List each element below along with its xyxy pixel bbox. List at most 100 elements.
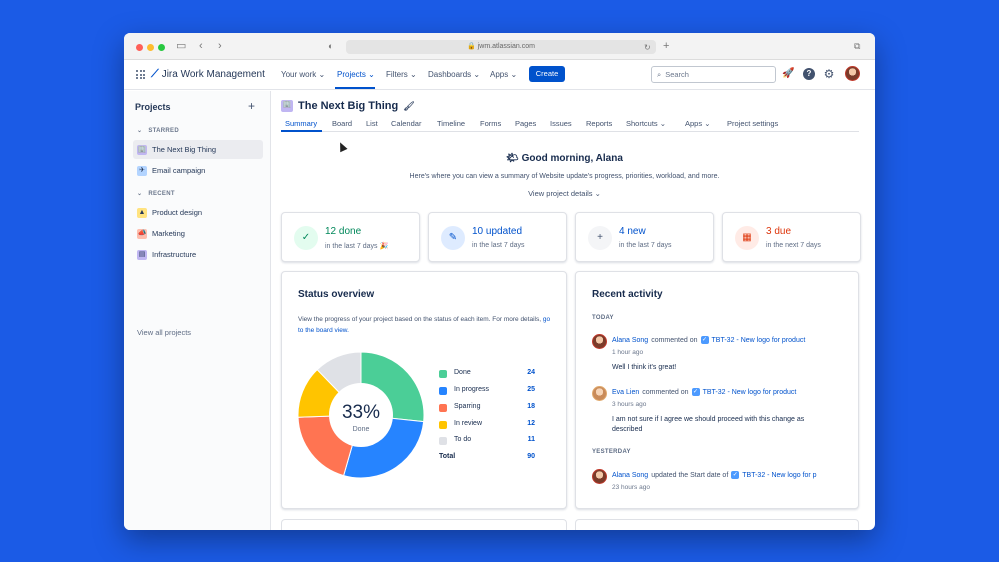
today-label: TODAY (592, 315, 614, 321)
sidebar-toggle-icon[interactable]: ▭ (176, 40, 187, 52)
product-logo[interactable]: ⟋ Jira Work Management (151, 68, 265, 81)
nav-active-indicator (335, 87, 375, 89)
search-input[interactable]: ⌕ Search (651, 66, 776, 83)
close-window-button[interactable] (136, 44, 143, 51)
jira-logo-icon: ⟋ (151, 68, 159, 80)
nav-filters[interactable]: Filters ⌄ (386, 70, 417, 79)
tab-timeline[interactable]: Timeline (437, 119, 466, 128)
tab-shortcuts[interactable]: Shortcuts ⌄ (626, 119, 667, 128)
settings-gear-icon[interactable]: ⚙ (823, 67, 835, 81)
project-avatar-icon: ✈ (137, 165, 147, 176)
stat-card-done[interactable]: ✓ 12 done in the last 7 days 🎉 (281, 212, 420, 262)
tabs-overview-icon[interactable]: ⧉ (854, 41, 861, 51)
lower-card-right (575, 519, 859, 530)
stat-card-due[interactable]: ▦ 3 due in the next 7 days (722, 212, 861, 262)
sidebar-item-infrastructure[interactable]: ▤ Infrastructure (137, 249, 197, 260)
user-avatar[interactable] (592, 469, 607, 484)
legend-row-done[interactable]: Done 24 (439, 369, 539, 379)
minimize-window-button[interactable] (147, 44, 154, 51)
project-sidebar: Projects + ⌄ STARRED 🏢 The Next Big Thing… (124, 91, 271, 530)
issue-link[interactable]: TBT-32 - New logo for p (742, 471, 817, 479)
user-link[interactable]: Eva Lien (612, 388, 640, 396)
recent-section-header[interactable]: ⌄ RECENT (137, 190, 175, 198)
user-avatar[interactable] (592, 334, 607, 349)
notifications-rocket-icon[interactable]: 🚀 (782, 68, 795, 79)
tab-pages[interactable]: Pages (515, 119, 537, 128)
search-icon: ⌕ (657, 69, 662, 79)
issue-link[interactable]: TBT-32 - New logo for product (711, 336, 806, 344)
profile-avatar[interactable] (845, 66, 860, 81)
view-project-details-button[interactable]: View project details ⌄ (528, 189, 601, 198)
legend-row-in-review[interactable]: In review 12 (439, 420, 539, 430)
nav-your-work[interactable]: Your work ⌄ (281, 70, 326, 79)
browser-toolbar: ▭ ‹ › ◐ 🔒 jwm.atlassian.com ↻ + ⧉ (124, 33, 875, 60)
recent-activity-card: Recent activity TODAY Alana Song commente… (575, 271, 859, 509)
project-avatar-icon: 🏢 (281, 100, 293, 112)
legend-row-total: Total 90 (439, 453, 535, 460)
app-header: ⟋ Jira Work Management Your work ⌄ Projec… (124, 60, 875, 90)
nav-dashboards[interactable]: Dashboards ⌄ (428, 70, 481, 79)
user-link[interactable]: Alana Song (612, 336, 649, 344)
sidebar-item-the-next-big-thing[interactable]: 🏢 The Next Big Thing (133, 140, 263, 159)
create-button[interactable]: Create (529, 66, 565, 82)
donut-hole (329, 383, 393, 447)
tab-calendar[interactable]: Calendar (391, 119, 422, 128)
status-donut-chart: 33% Done (297, 351, 425, 479)
maximize-window-button[interactable] (158, 44, 165, 51)
legend-row-in-progress[interactable]: In progress 25 (439, 386, 539, 396)
theme-brush-icon[interactable]: 🖌 (403, 100, 415, 111)
tab-board[interactable]: Board (332, 119, 353, 128)
stat-card-updated[interactable]: ✎ 10 updated in the last 7 days (428, 212, 567, 262)
user-link[interactable]: Alana Song (612, 471, 649, 479)
stat-card-new[interactable]: + 4 new in the last 7 days (575, 212, 714, 262)
task-checkbox-icon: ✓ (691, 388, 700, 396)
shield-icon[interactable]: ◐ (328, 41, 334, 51)
board-view-link[interactable]: go to the board view. (298, 316, 551, 334)
project-header: 🏢 The Next Big Thing 🖌 (281, 100, 415, 112)
page-title: The Next Big Thing (298, 100, 399, 112)
status-overview-card: Status overview View the progress of you… (281, 271, 567, 509)
tab-issues[interactable]: Issues (550, 119, 572, 128)
pencil-icon: ✎ (441, 226, 465, 250)
project-tabs: Summary Board List Calendar Timeline For… (281, 119, 859, 132)
issue-link[interactable]: TBT-32 - New logo for product (702, 388, 797, 396)
project-avatar-icon: ▲ (137, 207, 147, 218)
tab-apps[interactable]: Apps ⌄ (685, 119, 711, 128)
project-avatar-icon: 🏢 (137, 144, 147, 155)
help-icon[interactable]: ? (803, 68, 815, 80)
address-bar[interactable]: 🔒 jwm.atlassian.com (346, 40, 656, 54)
new-tab-icon[interactable]: + (663, 40, 670, 52)
tab-list[interactable]: List (366, 119, 378, 128)
tab-project-settings[interactable]: Project settings (727, 119, 779, 128)
nav-projects[interactable]: Projects ⌄ (337, 70, 375, 79)
view-all-projects-link[interactable]: View all projects (137, 328, 192, 337)
donut-center-label: Done (353, 426, 370, 433)
tab-forms[interactable]: Forms (480, 119, 502, 128)
app-switcher-icon[interactable] (136, 70, 145, 79)
starred-section-header[interactable]: ⌄ STARRED (137, 127, 179, 135)
calendar-icon: ▦ (735, 226, 759, 250)
tab-reports[interactable]: Reports (586, 119, 613, 128)
forward-icon[interactable]: › (218, 40, 222, 52)
donut-center-percent: 33% (342, 402, 380, 423)
plus-icon: + (588, 226, 612, 250)
check-icon: ✓ (294, 226, 318, 250)
sun-icon: 🌤 (506, 153, 519, 164)
browser-window: ▭ ‹ › ◐ 🔒 jwm.atlassian.com ↻ + ⧉ ⟋ Jira … (124, 33, 875, 530)
sidebar-item-marketing[interactable]: 📣 Marketing (137, 228, 185, 239)
tab-summary[interactable]: Summary (285, 119, 318, 128)
sidebar-item-email-campaign[interactable]: ✈ Email campaign (133, 161, 263, 180)
main-content: 🏢 The Next Big Thing 🖌 Summary Board Lis… (272, 91, 875, 530)
legend-row-to-do[interactable]: To do 11 (439, 436, 539, 446)
legend-row-sparring[interactable]: Sparring 18 (439, 403, 539, 413)
active-tab-indicator (281, 130, 322, 132)
nav-apps[interactable]: Apps ⌄ (490, 70, 518, 79)
status-overview-title: Status overview (298, 289, 375, 300)
recent-activity-title: Recent activity (592, 289, 663, 300)
project-avatar-icon: ▤ (137, 249, 147, 260)
reload-icon[interactable]: ↻ (644, 43, 651, 52)
back-icon[interactable]: ‹ (199, 40, 203, 52)
user-avatar[interactable] (592, 386, 607, 401)
add-project-icon[interactable]: + (248, 99, 256, 113)
sidebar-item-product-design[interactable]: ▲ Product design (137, 207, 203, 218)
